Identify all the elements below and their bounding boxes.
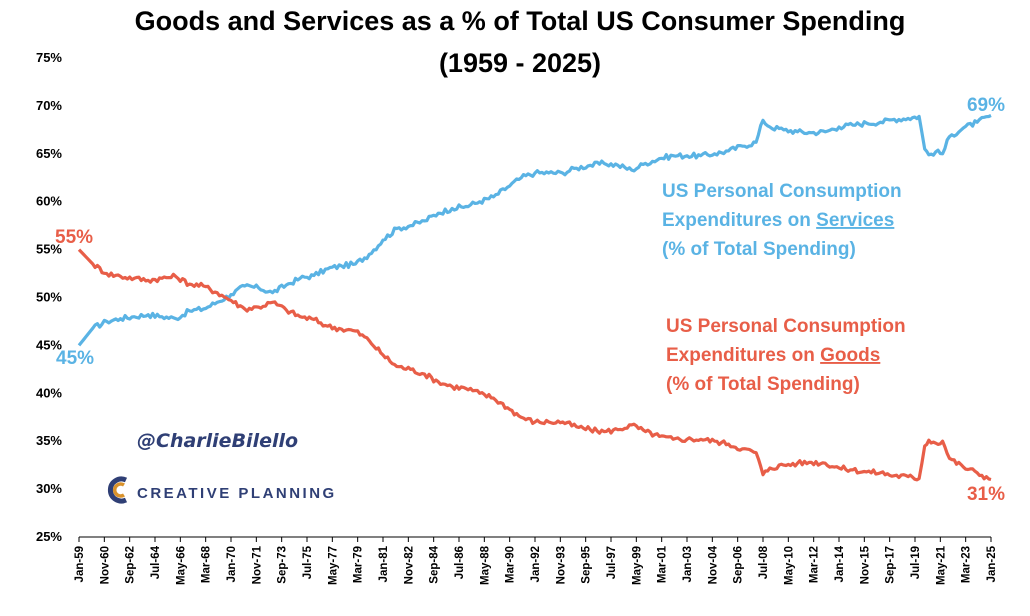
services-annotation-line: US Personal Consumption — [662, 181, 902, 202]
goods-end-label: 31% — [967, 484, 1005, 505]
chart-title: Goods and Services as a % of Total US Co… — [135, 6, 906, 36]
x-tick-label: Jul-08 — [758, 545, 770, 579]
services-annotation-line: Expenditures on Services — [662, 210, 894, 231]
x-tick-label: Mar-12 — [809, 546, 821, 583]
services-start-label: 45% — [56, 348, 94, 369]
x-tick-label: Sep-73 — [277, 546, 289, 584]
services-end-label: 69% — [967, 95, 1005, 116]
goods-series-line — [77, 248, 992, 482]
goods-annotation-line: (% of Total Spending) — [666, 374, 860, 395]
y-tick-label: 65% — [36, 146, 62, 161]
x-tick-label: Jan-25 — [986, 545, 998, 582]
y-tick-label: 25% — [36, 529, 62, 544]
x-tick-label: Nov-15 — [859, 545, 871, 584]
goods-annotation-line: US Personal Consumption — [666, 316, 906, 337]
x-tick-label: Mar-79 — [353, 546, 365, 583]
x-tick-label: Jan-03 — [682, 546, 694, 582]
x-tick-label: May-99 — [631, 546, 643, 585]
creative-planning-logo-icon — [107, 476, 128, 504]
y-tick-label: 35% — [36, 433, 62, 448]
y-tick-label: 45% — [36, 337, 62, 352]
x-tick-label: May-10 — [783, 546, 795, 585]
x-tick-label: Jul-97 — [606, 546, 618, 579]
chart-subtitle: (1959 - 2025) — [439, 48, 601, 78]
x-tick-label: Jan-81 — [378, 545, 390, 582]
y-tick-label: 75% — [36, 50, 62, 65]
x-tick-label: May-77 — [327, 546, 339, 585]
x-tick-label: May-21 — [935, 545, 947, 585]
x-tick-label: Jul-75 — [302, 545, 314, 579]
x-tick-label: May-88 — [479, 545, 491, 585]
x-tick-label: Nov-60 — [99, 546, 111, 584]
x-tick-label: Nov-04 — [707, 545, 719, 584]
x-tick-label: Sep-17 — [885, 546, 897, 584]
x-tick-label: Nov-93 — [555, 546, 567, 584]
x-tick-label: Jan-70 — [226, 546, 238, 582]
x-tick-label: Sep-84 — [429, 545, 441, 583]
goods-start-label: 55% — [55, 227, 93, 248]
x-tick-label: Sep-62 — [125, 546, 137, 584]
y-tick-label: 30% — [36, 481, 62, 496]
creative-planning-logo-text: CREATIVE PLANNING — [137, 485, 337, 502]
y-tick-label: 60% — [36, 194, 62, 209]
x-tick-label: Mar-68 — [201, 545, 213, 583]
y-tick-label: 50% — [36, 290, 62, 305]
x-tick-label: May-66 — [175, 546, 187, 585]
x-tick-label: Jan-92 — [530, 546, 542, 582]
services-series-line — [77, 114, 992, 347]
y-tick-label: 70% — [36, 98, 62, 113]
x-tick-label: Mar-90 — [505, 546, 517, 583]
y-tick-label: 55% — [36, 242, 62, 257]
x-tick-label: Mar-23 — [961, 546, 973, 583]
x-tick-label: Sep-06 — [733, 546, 745, 584]
x-tick-label: Jan-59 — [74, 546, 86, 582]
x-tick-label: Nov-71 — [251, 545, 263, 584]
x-tick-label: Mar-01 — [657, 545, 669, 583]
x-tick-label: Jul-64 — [150, 545, 162, 579]
y-tick-label: 40% — [36, 385, 62, 400]
services-annotation-line: (% of Total Spending) — [662, 239, 856, 260]
goods-annotation-line: Expenditures on Goods — [666, 345, 880, 366]
x-tick-label: Nov-82 — [403, 546, 415, 584]
x-tick-label: Jul-86 — [454, 546, 466, 579]
x-tick-label: Jan-14 — [834, 545, 846, 582]
x-tick-label: Sep-95 — [581, 545, 593, 583]
x-tick-label: Jul-19 — [910, 546, 922, 579]
author-handle: @CharlieBilello — [137, 430, 298, 452]
